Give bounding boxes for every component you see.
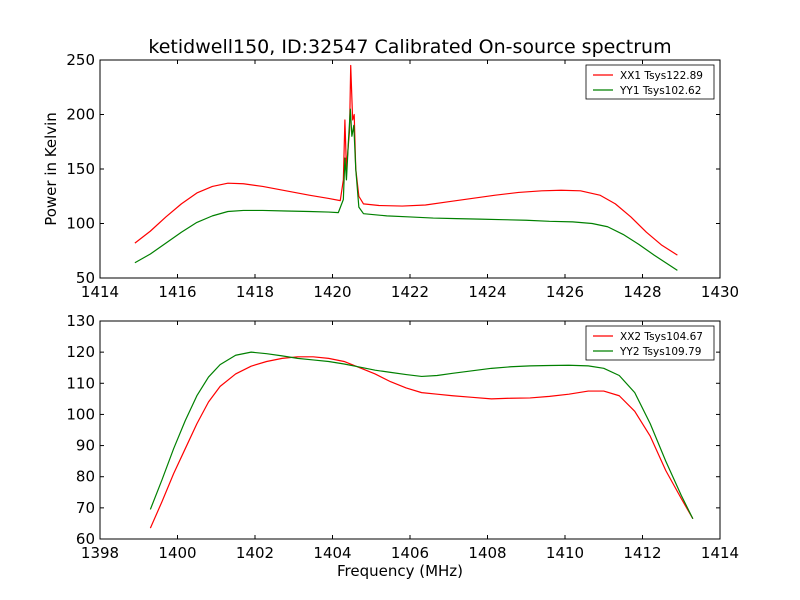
top-chart-panel: 1414 1416 1418 1420 1422 1424 1426 1428 1430 50 10… bbox=[42, 51, 739, 301]
y-tick-label: 70 bbox=[76, 499, 95, 517]
legend-label: XX1 Tsys122.89 bbox=[620, 70, 703, 82]
x-tick-label: 1398 bbox=[81, 544, 119, 562]
x-tick-label: 1420 bbox=[313, 283, 351, 301]
y-tick-label: 80 bbox=[76, 468, 95, 486]
series-line-2 bbox=[149, 351, 694, 520]
bottom-chart-panel: 1398 1400 1402 1404 1406 1408 1410 1412 1414 60 70… bbox=[66, 312, 739, 580]
y-tick-label: 100 bbox=[66, 215, 95, 233]
x-tick-label: 1426 bbox=[546, 283, 584, 301]
y-tick-label: 130 bbox=[66, 312, 95, 330]
y-axis-label: Power in Kelvin bbox=[42, 112, 60, 226]
x-tick-label: 1430 bbox=[701, 283, 739, 301]
x-tick-label: 1414 bbox=[701, 544, 739, 562]
x-axis-label: Frequency (MHz) bbox=[337, 562, 463, 580]
legend-label: YY2 Tsys109.79 bbox=[619, 346, 701, 358]
y-tick-label: 120 bbox=[66, 343, 95, 361]
figure-title: ketidwell150, ID:32547 Calibrated On-sou… bbox=[148, 36, 671, 58]
y-tick-label: 60 bbox=[76, 530, 95, 548]
series-line-1 bbox=[149, 356, 694, 529]
legend-label: XX2 Tsys104.67 bbox=[620, 331, 703, 343]
y-tick-label: 90 bbox=[76, 437, 95, 455]
x-tick-label: 1408 bbox=[468, 544, 506, 562]
x-tick-label: 1400 bbox=[158, 544, 196, 562]
x-tick-label: 1416 bbox=[158, 283, 196, 301]
x-tick-label: 1412 bbox=[623, 544, 661, 562]
legend-box bbox=[585, 325, 715, 361]
x-tick-label: 1406 bbox=[391, 544, 429, 562]
y-tick-label: 250 bbox=[66, 51, 95, 69]
series-line-2 bbox=[134, 108, 678, 271]
x-tick-label: 1428 bbox=[623, 283, 661, 301]
y-tick-label: 100 bbox=[66, 405, 95, 423]
x-tick-label: 1414 bbox=[81, 283, 119, 301]
x-tick-label: 1402 bbox=[236, 544, 274, 562]
y-tick-label: 150 bbox=[66, 160, 95, 178]
x-tick-label: 1404 bbox=[313, 544, 351, 562]
y-tick-label: 200 bbox=[66, 106, 95, 124]
y-tick-label: 50 bbox=[76, 269, 95, 287]
x-tick-label: 1424 bbox=[468, 283, 506, 301]
y-tick-label: 110 bbox=[66, 374, 95, 392]
legend-label: YY1 Tsys102.62 bbox=[619, 85, 701, 97]
series-line-1 bbox=[134, 64, 678, 256]
legend-box bbox=[585, 64, 715, 100]
x-tick-label: 1410 bbox=[546, 544, 584, 562]
x-tick-label: 1418 bbox=[236, 283, 274, 301]
x-tick-label: 1422 bbox=[391, 283, 429, 301]
